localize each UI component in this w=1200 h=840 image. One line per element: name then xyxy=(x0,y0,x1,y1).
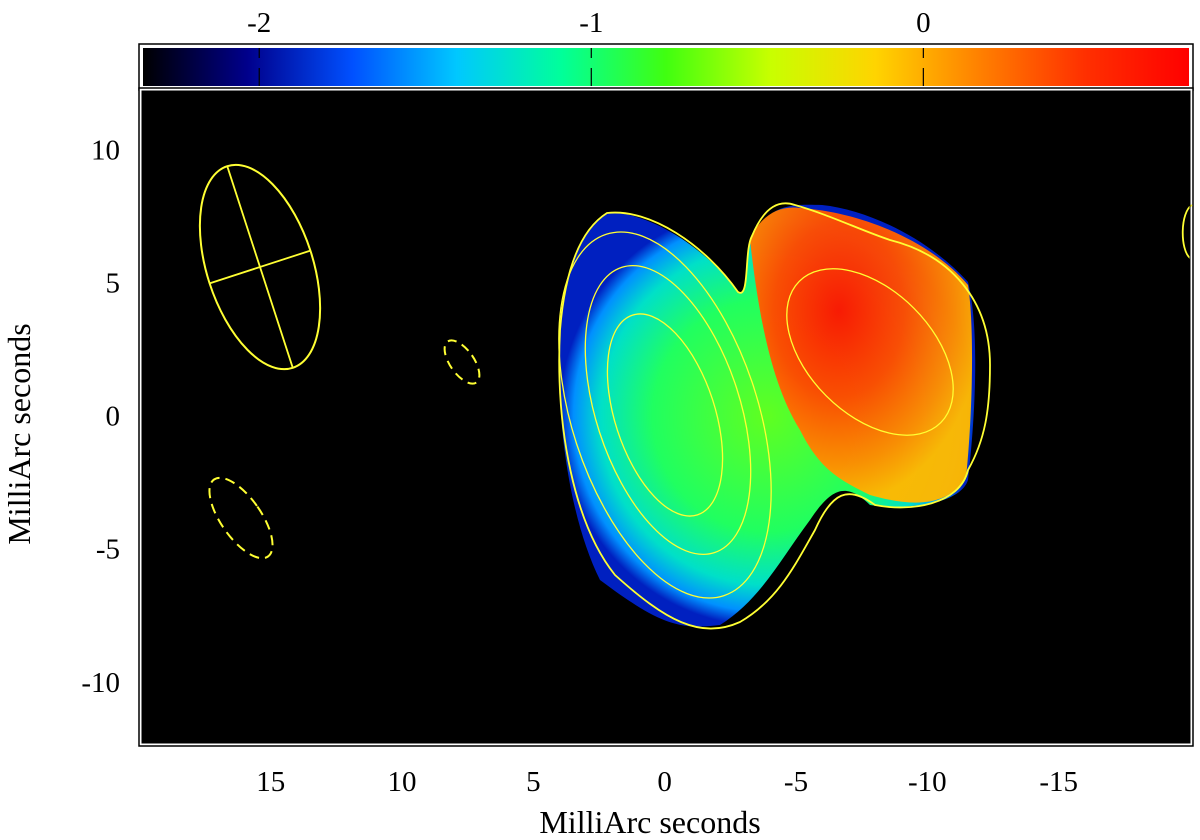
beam-ellipse xyxy=(198,163,322,371)
plot-area: 15 10 5 0 -5 -10 -15 -10 -5 0 5 10 xyxy=(81,87,1194,798)
y-axis-ticks: -10 -5 0 5 10 xyxy=(81,135,1190,699)
x-tick-label: 15 xyxy=(256,766,285,798)
x-tick-label: 10 xyxy=(388,766,417,798)
contour-core-1 xyxy=(558,231,772,599)
plot-inner-frame xyxy=(141,90,1191,744)
negative-contour-1 xyxy=(443,339,481,385)
y-tick-label: 5 xyxy=(106,268,121,300)
y-tick-label: 0 xyxy=(106,401,121,433)
colorbar-ticks: -2 -1 0 xyxy=(247,7,931,86)
x-tick-label: -5 xyxy=(784,766,808,798)
y-tick-label: -10 xyxy=(81,667,120,699)
x-axis-ticks: 15 10 5 0 -5 -10 -15 xyxy=(256,91,1078,798)
contour-jet-1 xyxy=(786,268,954,436)
y-axis-label: MilliArc seconds xyxy=(1,323,37,544)
image-layer xyxy=(198,163,1193,630)
x-tick-label: 5 xyxy=(526,766,541,798)
y-tick-label: 10 xyxy=(91,135,120,167)
colorbar-tick-label: -2 xyxy=(247,7,271,39)
colorbar-tick-label: 0 xyxy=(916,7,931,39)
component-jet-emission xyxy=(750,207,973,503)
colorbar-tick-label: -1 xyxy=(579,7,603,39)
contour-edge-right xyxy=(1181,204,1193,259)
colorbar: -2 -1 0 xyxy=(138,7,1194,91)
y-tick-label: -5 xyxy=(96,534,120,566)
x-tick-label: 0 xyxy=(657,766,672,798)
contour-core-2 xyxy=(584,264,752,556)
x-axis-label: MilliArc seconds xyxy=(539,804,760,840)
x-tick-label: -15 xyxy=(1039,766,1078,798)
contour-core-3 xyxy=(606,313,724,517)
colorbar-ramp xyxy=(143,48,1189,86)
x-tick-label: -10 xyxy=(908,766,947,798)
negative-contour-2 xyxy=(208,476,274,560)
contour-outer xyxy=(558,202,991,630)
